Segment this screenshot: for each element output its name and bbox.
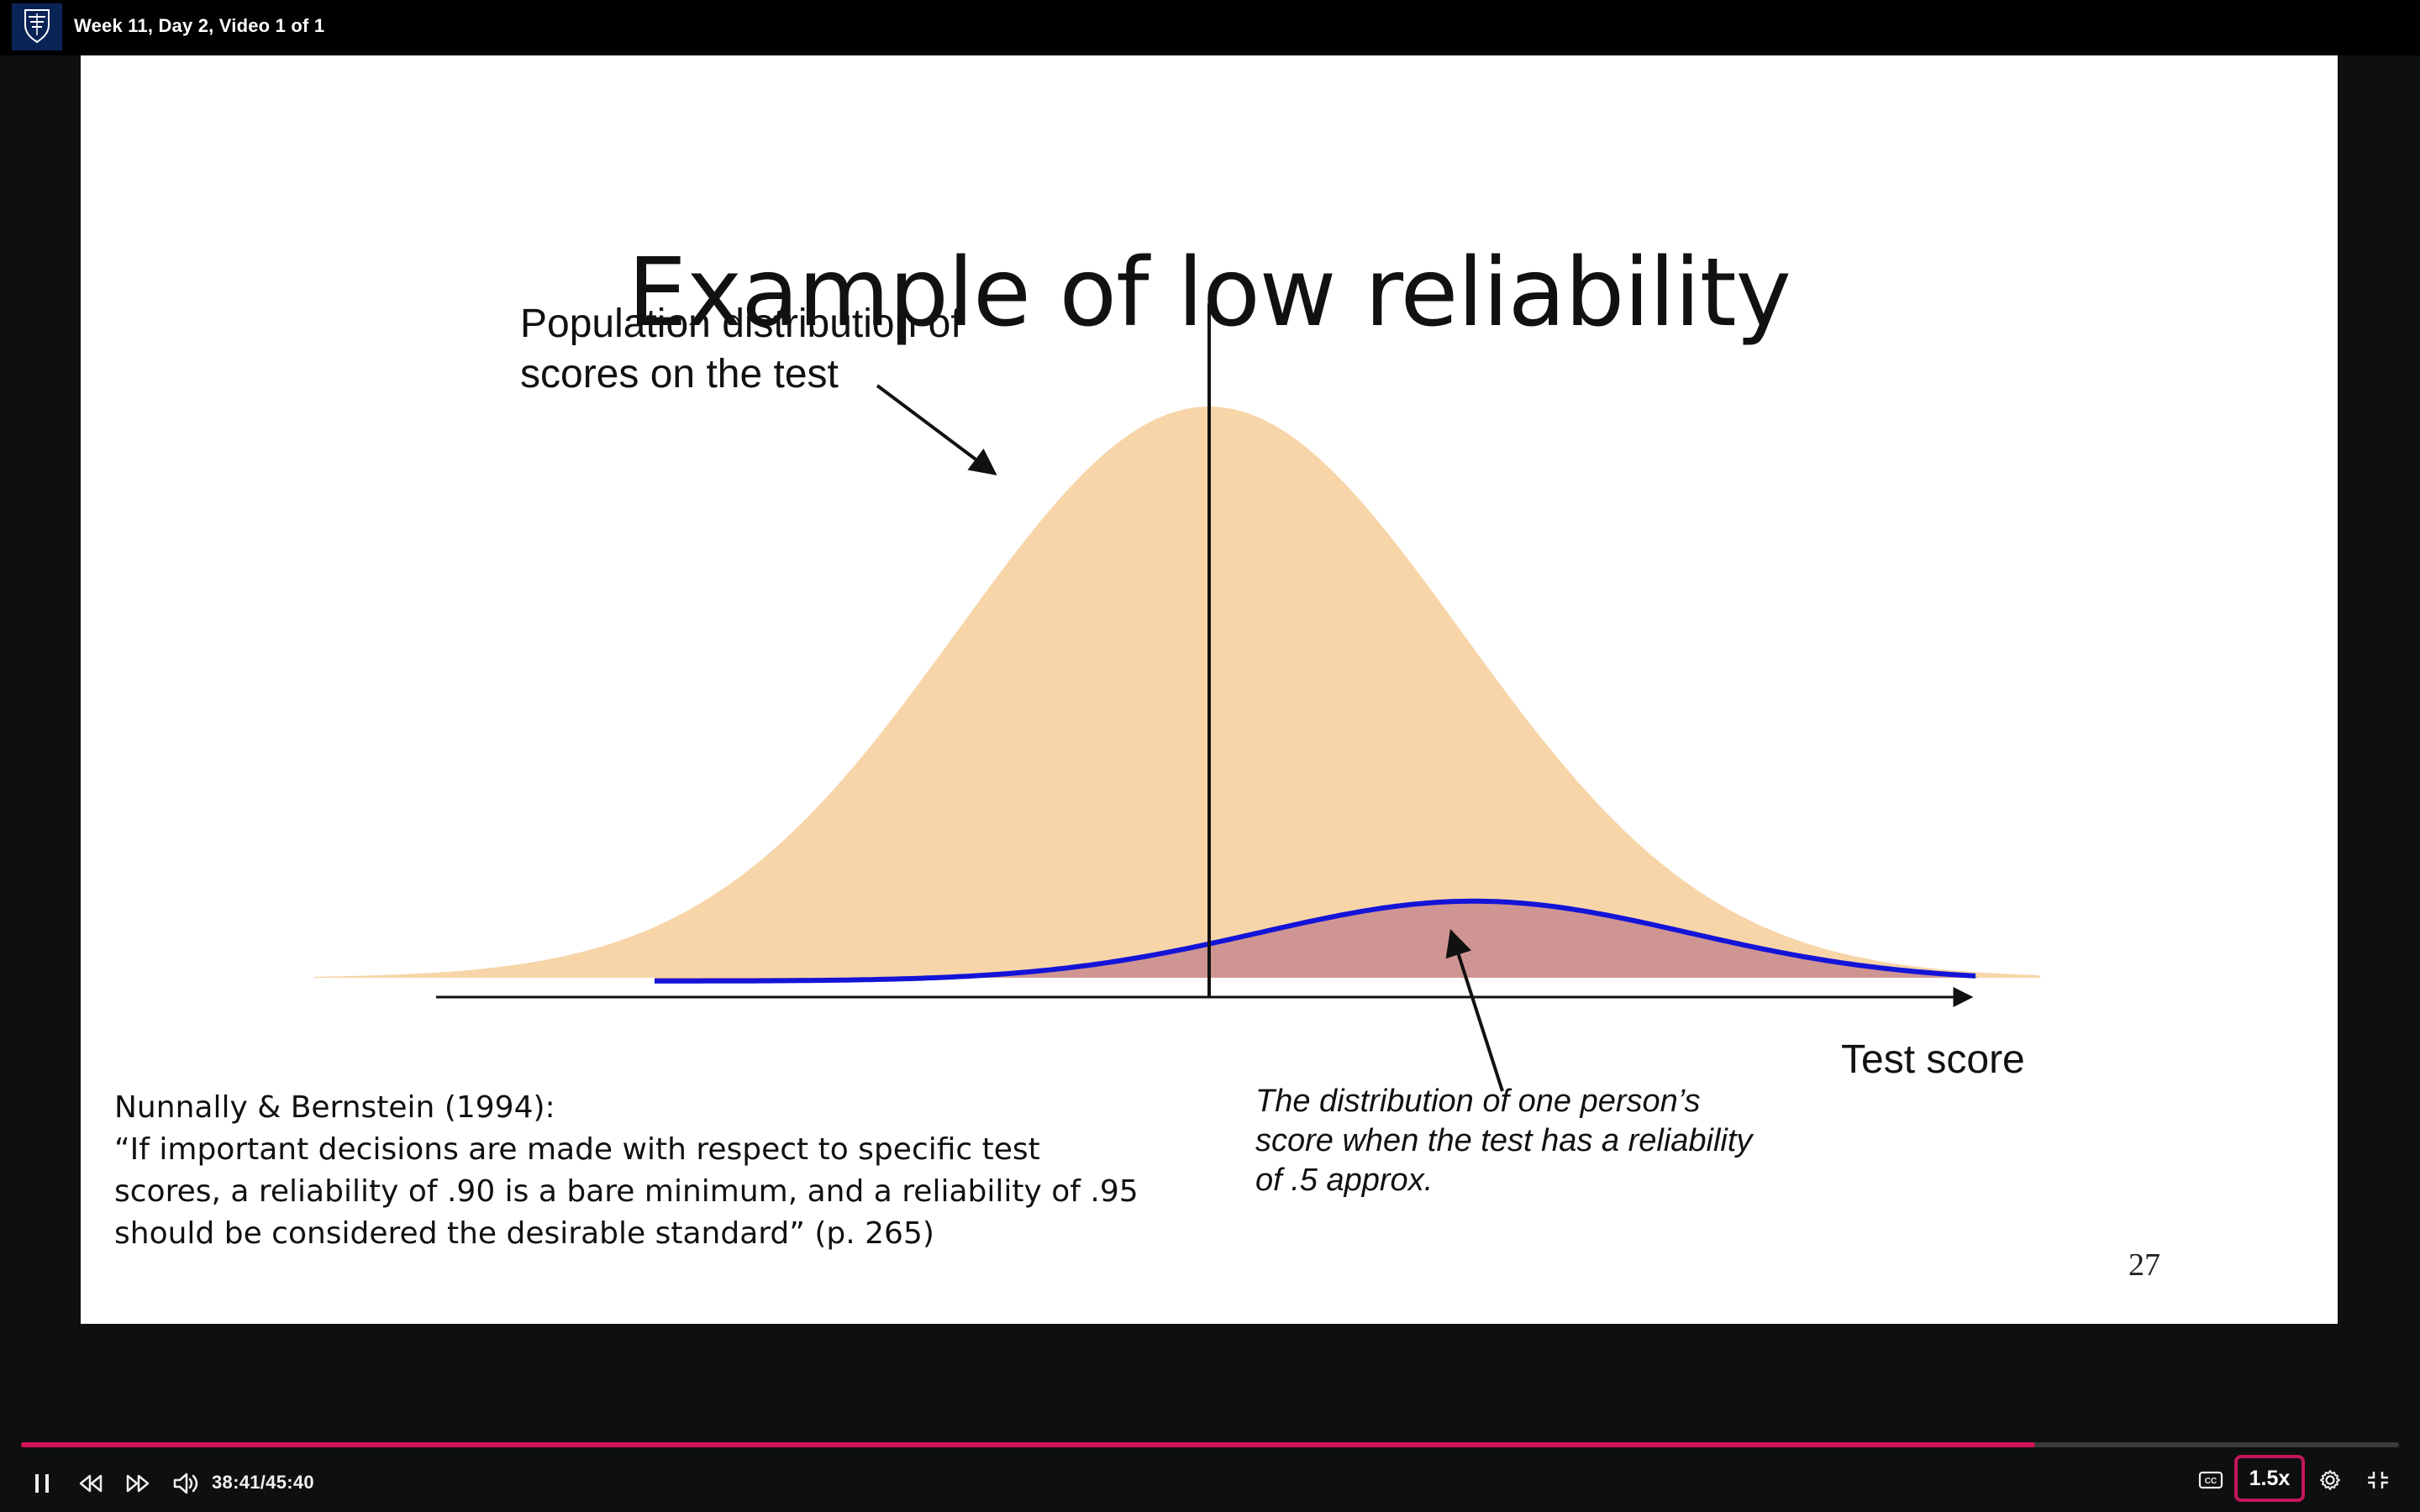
gear-icon[interactable] (2314, 1463, 2346, 1497)
x-axis-label: Test score (1841, 1037, 2025, 1082)
reliability-diagram (314, 303, 2041, 1092)
population-label-line: scores on the test (520, 352, 839, 396)
quote-line: Nunnally & Bernstein (1994): (114, 1090, 555, 1125)
population-label: Population distribution of scores on the… (520, 299, 1108, 400)
population-distribution-area (314, 407, 2041, 978)
exit-fullscreen-icon[interactable] (2361, 1463, 2395, 1497)
playback-speed-button[interactable]: 1.5x (2234, 1455, 2305, 1502)
slide-number: 27 (2128, 1247, 2160, 1283)
svg-text:CC: CC (2205, 1477, 2217, 1486)
person-arrow (1445, 928, 1504, 1092)
closed-captions-icon[interactable]: CC (2195, 1463, 2227, 1497)
volume-icon[interactable] (168, 1467, 203, 1500)
player-controls: 38:41/45:40 CC 1.5x (0, 1455, 2420, 1512)
person-label-line: of .5 approx. (1255, 1163, 1434, 1198)
time-display: 38:41/45:40 (212, 1472, 314, 1493)
person-label-line: score when the test has a reliability (1255, 1123, 1753, 1158)
progress-bar[interactable] (21, 1442, 2399, 1447)
person-label-line: The distribution of one person’s (1255, 1084, 1701, 1119)
quote-line: scores, a reliability of .90 is a bare m… (114, 1174, 1139, 1209)
population-arrow (876, 384, 997, 475)
video-title: Week 11, Day 2, Video 1 of 1 (74, 15, 325, 36)
pause-icon[interactable] (25, 1467, 59, 1500)
person-distribution-area (655, 900, 1978, 981)
video-frame[interactable]: Example of low reliability Population di… (81, 55, 2338, 1324)
slide-title: Example of low reliability (628, 239, 1791, 348)
person-distribution-curve (655, 898, 1976, 984)
quote-line: “If important decisions are made with re… (114, 1132, 1040, 1167)
person-distribution-label: The distribution of one person’s score w… (1255, 1082, 1860, 1200)
fast-forward-icon[interactable] (121, 1467, 155, 1500)
top-bar: Week 11, Day 2, Video 1 of 1 (0, 0, 2420, 55)
progress-fill (21, 1442, 2036, 1447)
quote-line: should be considered the desirable stand… (114, 1216, 934, 1251)
population-label-line: Population distribution of (520, 302, 962, 346)
rewind-icon[interactable] (74, 1467, 108, 1500)
citation-quote: Nunnally & Bernstein (1994): “If importa… (114, 1087, 1207, 1255)
university-logo-icon[interactable] (12, 3, 62, 50)
